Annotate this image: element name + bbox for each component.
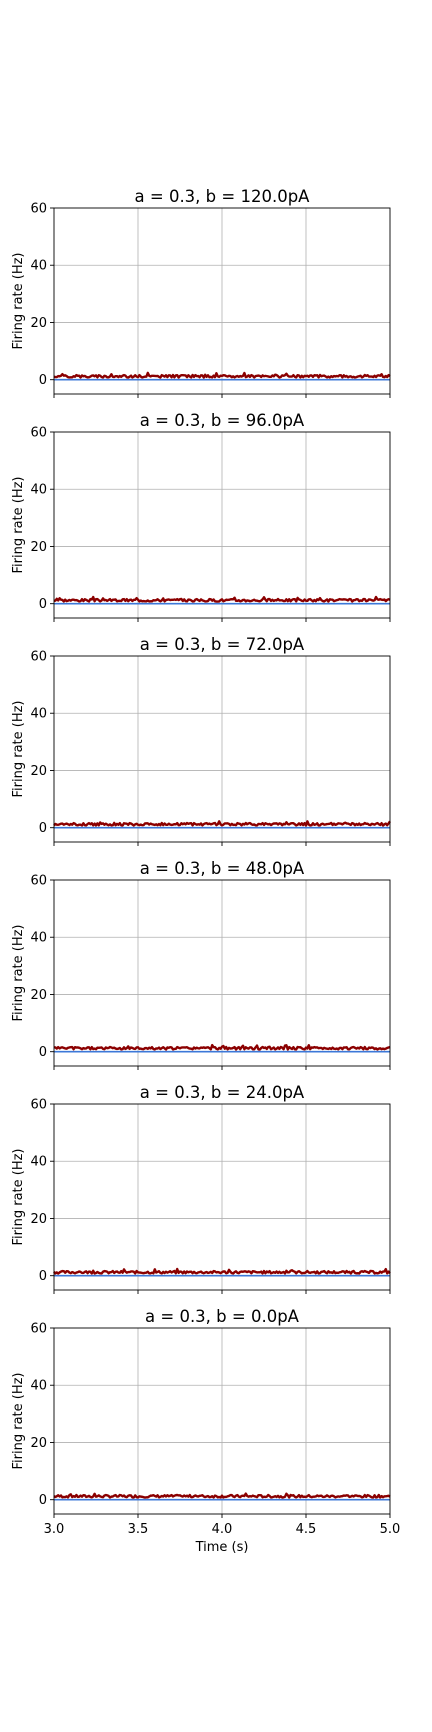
series-line-1 [53, 1492, 391, 1499]
y-tick-label: 20 [30, 988, 47, 1003]
series-line-1 [53, 595, 391, 603]
y-axis-label: Firing rate (Hz) [11, 252, 26, 349]
x-tick-label: 4.0 [212, 1522, 233, 1537]
y-tick-label: 60 [30, 1322, 47, 1337]
x-tick-label: 3.5 [128, 1522, 149, 1537]
subplot-5: 0 20 40 60 a = 0.3, b = 24.0pA Firing rate (H… [11, 1083, 391, 1294]
y-tick-label: 0 [39, 373, 47, 388]
y-tick-label: 40 [30, 931, 47, 946]
y-tick-label: 40 [30, 483, 47, 498]
series-line-1 [53, 1267, 391, 1275]
y-tick-label: 60 [30, 426, 47, 441]
y-tick-label: 40 [30, 1379, 47, 1394]
y-tick-label: 0 [39, 1045, 47, 1060]
series-line-1 [53, 820, 391, 827]
y-tick-label: 20 [30, 1212, 47, 1227]
subplot-2: 0 20 40 60 a = 0.3, b = 96.0pA Firing rate (H… [11, 411, 391, 622]
subplot-title: a = 0.3, b = 48.0pA [140, 859, 305, 878]
y-axis-label: Firing rate (Hz) [11, 1372, 26, 1469]
y-tick-label: 40 [30, 707, 47, 722]
x-axis-label: Time (s) [195, 1540, 249, 1555]
subplot-4: 0 20 40 60 a = 0.3, b = 48.0pA Firing rate (H… [11, 859, 391, 1070]
subplot-title: a = 0.3, b = 120.0pA [135, 187, 311, 206]
y-tick-label: 0 [39, 1493, 47, 1508]
y-tick-label: 60 [30, 1098, 47, 1113]
y-tick-label: 60 [30, 874, 47, 889]
y-axis-label: Firing rate (Hz) [11, 476, 26, 573]
y-axis-label: Firing rate (Hz) [11, 700, 26, 797]
y-tick-label: 20 [30, 764, 47, 779]
y-tick-label: 0 [39, 1269, 47, 1284]
y-tick-label: 40 [30, 1155, 47, 1170]
subplot-6: 0 20 40 60 3.0 3.5 4.0 4.5 5.0 a = 0.3, b = 0.0pA… [11, 1307, 400, 1555]
x-tick-label: 5.0 [380, 1522, 401, 1537]
subplot-3: 0 20 40 60 a = 0.3, b = 72.0pA Firing rate (H… [11, 635, 391, 846]
y-tick-label: 20 [30, 1436, 47, 1451]
y-tick-label: 60 [30, 202, 47, 217]
subplot-title: a = 0.3, b = 0.0pA [145, 1307, 300, 1326]
y-axis-label: Firing rate (Hz) [11, 924, 26, 1021]
subplot-title: a = 0.3, b = 24.0pA [140, 1083, 305, 1102]
subplot-title: a = 0.3, b = 72.0pA [140, 635, 305, 654]
y-tick-label: 40 [30, 259, 47, 274]
x-tick-label: 3.0 [44, 1522, 65, 1537]
y-tick-label: 60 [30, 650, 47, 665]
series-line-1 [53, 1043, 391, 1051]
subplot-title: a = 0.3, b = 96.0pA [140, 411, 305, 430]
subplot-1: 0 20 40 60 a = 0.3, b = 120.0pA Firing rate (… [11, 187, 391, 398]
x-tick-label: 4.5 [296, 1522, 317, 1537]
series-line-1 [53, 371, 391, 379]
y-tick-label: 20 [30, 540, 47, 555]
y-tick-label: 0 [39, 597, 47, 612]
y-tick-label: 20 [30, 316, 47, 331]
y-tick-label: 0 [39, 821, 47, 836]
y-axis-label: Firing rate (Hz) [11, 1148, 26, 1245]
